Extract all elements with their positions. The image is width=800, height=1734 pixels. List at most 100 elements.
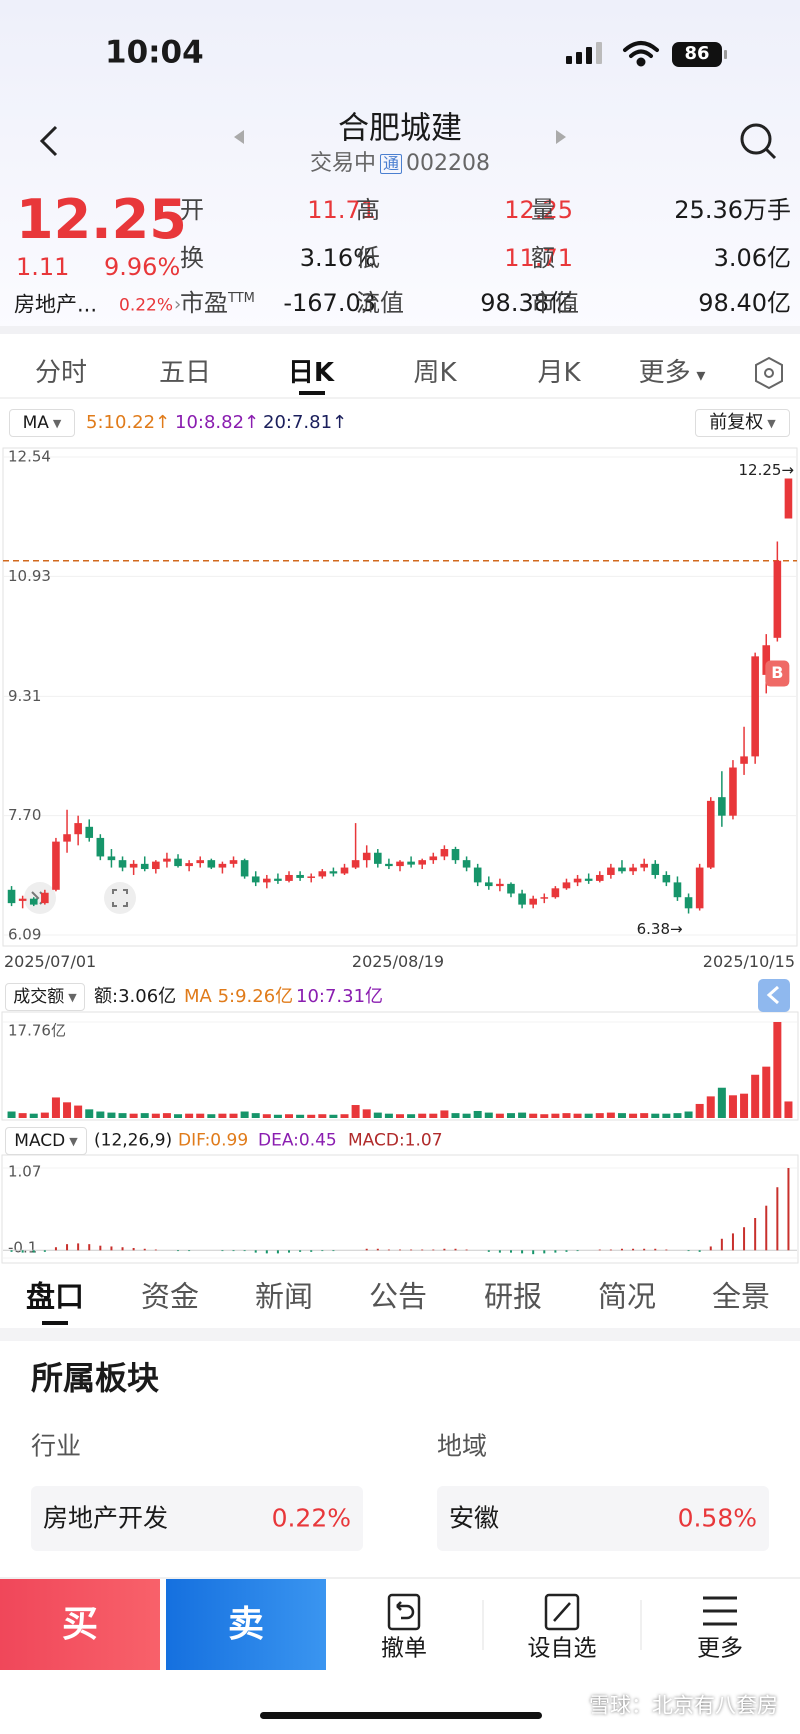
candle-body xyxy=(351,860,360,868)
sell-button[interactable] xyxy=(166,1579,326,1670)
fullscreen-button[interactable] xyxy=(104,882,136,914)
macd-select[interactable]: MACD ▼ xyxy=(5,1127,87,1155)
detail-tab[interactable]: 简况 xyxy=(597,1279,657,1314)
candle-body xyxy=(518,893,526,905)
volume-bar xyxy=(740,1093,749,1118)
volume-bar xyxy=(651,1113,660,1118)
candle-body xyxy=(196,860,205,864)
volume-bar xyxy=(218,1113,227,1118)
detail-tab[interactable]: 盘口 xyxy=(25,1279,85,1314)
candle-body xyxy=(440,849,449,857)
detail-tab[interactable]: 公告 xyxy=(368,1279,428,1314)
candle-body xyxy=(285,874,293,881)
candle-body xyxy=(174,858,182,867)
period-tab[interactable]: 更多 ▾ xyxy=(638,358,706,388)
volume-bar xyxy=(551,1113,560,1118)
macd-dea: DEA:0.45 xyxy=(258,1130,337,1151)
sector-card[interactable] xyxy=(31,1486,363,1551)
volume-bar xyxy=(773,1022,782,1118)
volume-ma-item: 10:7.31亿 xyxy=(296,986,384,1007)
candle-body xyxy=(607,867,615,875)
volume-bar xyxy=(151,1113,160,1118)
volume-ma-item: MA 5:9.26亿 xyxy=(184,986,294,1007)
candle-body xyxy=(207,860,216,868)
more-icon[interactable] xyxy=(703,1596,737,1626)
detail-tab[interactable]: 新闻 xyxy=(254,1279,314,1314)
price-change-pct: 9.96% xyxy=(104,253,181,281)
low-label: 6.38→ xyxy=(637,920,683,938)
buy-label[interactable]: 买 xyxy=(61,1604,99,1645)
volume-bar xyxy=(606,1112,615,1118)
date-label: 2025/07/01 xyxy=(4,952,97,971)
candle-body xyxy=(163,858,171,862)
macd-panel xyxy=(1,1154,799,1264)
period-tab[interactable]: 五日 xyxy=(158,358,212,388)
cancel-order-icon[interactable] xyxy=(387,1593,421,1631)
field-value: 12.25 xyxy=(504,196,573,224)
candle-body xyxy=(251,876,260,883)
detail-tab[interactable]: 资金 xyxy=(140,1279,200,1314)
indicator-select[interactable]: MA ▼ xyxy=(9,409,75,437)
volume-bar xyxy=(351,1105,360,1118)
ma-legend-item: 10:8.82↑ xyxy=(175,412,260,433)
volume-bar xyxy=(7,1111,16,1118)
period-tab[interactable]: 月K xyxy=(537,358,581,388)
volume-bar xyxy=(440,1110,449,1118)
divider xyxy=(0,326,800,334)
candle-body xyxy=(695,867,704,909)
period-tab[interactable]: 分时 xyxy=(34,358,88,388)
action-label[interactable]: 更多 xyxy=(697,1635,743,1662)
volume-panel xyxy=(1,1011,799,1121)
field-label: 换 xyxy=(180,244,204,272)
settings-icon[interactable] xyxy=(755,356,783,390)
candle-body xyxy=(7,889,16,904)
volume-bar xyxy=(673,1113,682,1118)
stock-name: 合肥城建 xyxy=(338,110,462,147)
y-tick-label: 9.31 xyxy=(8,687,41,705)
volume-bar xyxy=(329,1114,338,1118)
volume-select[interactable]: 成交额 ▼ xyxy=(5,983,85,1011)
volume-bar xyxy=(717,1087,726,1118)
field-value: 98.40亿 xyxy=(698,289,791,317)
date-label: 2025/08/19 xyxy=(351,952,445,971)
sector-card[interactable] xyxy=(437,1486,769,1551)
volume-bar xyxy=(396,1114,404,1118)
field-value: 3.06亿 xyxy=(713,244,791,272)
candle-body xyxy=(595,874,604,881)
volume-bar xyxy=(251,1113,260,1118)
search-icon[interactable] xyxy=(740,123,777,160)
sell-label[interactable]: 卖 xyxy=(227,1604,265,1645)
candle-body xyxy=(263,878,271,883)
buy-button[interactable] xyxy=(0,1579,160,1670)
back-icon[interactable] xyxy=(39,125,58,157)
watchlist-icon[interactable] xyxy=(544,1593,580,1631)
volume-bar xyxy=(207,1114,216,1118)
expand-button[interactable] xyxy=(24,882,56,914)
next-stock-icon[interactable] xyxy=(556,130,566,144)
adjust-select[interactable]: 前复权 ▼ xyxy=(695,409,790,437)
detail-tab[interactable]: 全景 xyxy=(711,1279,771,1314)
ma-legend-item: 5:10.22↑ xyxy=(86,412,171,433)
kline-panel xyxy=(2,447,798,947)
action-label[interactable]: 撤单 xyxy=(381,1635,427,1662)
side-panel-toggle[interactable] xyxy=(758,979,790,1012)
candle-body xyxy=(529,898,537,905)
candle-body xyxy=(673,882,682,898)
candle-body xyxy=(296,874,304,878)
action-label[interactable]: 设自选 xyxy=(527,1635,597,1662)
volume-bar xyxy=(473,1110,482,1118)
dropdown-arrow: ▾ xyxy=(690,365,706,386)
signal-icon xyxy=(566,42,602,64)
volume-bar xyxy=(129,1113,138,1118)
volume-bar xyxy=(262,1114,271,1118)
divider xyxy=(0,1328,800,1341)
volume-bar xyxy=(85,1109,94,1118)
trade-status: 交易中 xyxy=(309,151,377,176)
detail-tab[interactable]: 研报 xyxy=(483,1279,543,1314)
sector-name[interactable]: 房地产... xyxy=(14,292,98,317)
candle-body xyxy=(662,874,671,883)
period-tab[interactable]: 日K xyxy=(287,358,335,388)
prev-stock-icon[interactable] xyxy=(234,130,244,144)
period-tab[interactable]: 周K xyxy=(413,358,457,388)
volume-bar xyxy=(407,1114,416,1118)
